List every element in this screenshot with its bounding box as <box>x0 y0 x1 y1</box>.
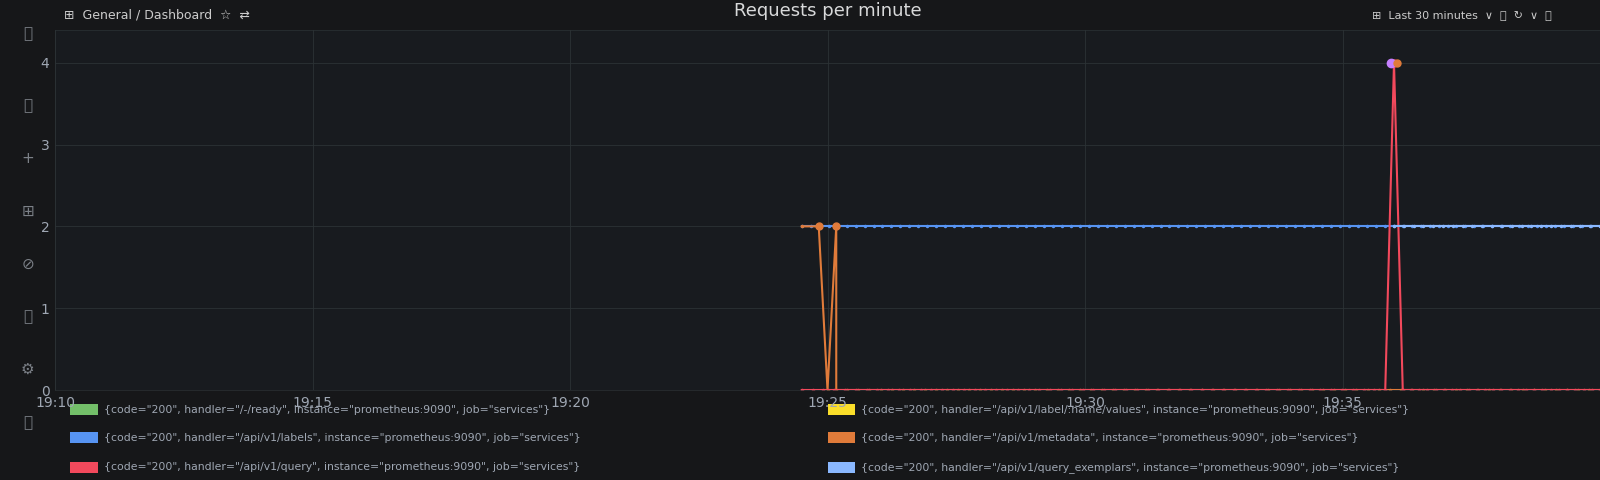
Text: {code="200", handler="/api/v1/query_exemplars", instance="prometheus:9090", job=: {code="200", handler="/api/v1/query_exem… <box>861 462 1400 473</box>
Text: ⊞  General / Dashboard  ☆  ⇄: ⊞ General / Dashboard ☆ ⇄ <box>64 9 250 22</box>
Text: 🔍: 🔍 <box>22 98 32 113</box>
Text: {code="200", handler="/api/v1/metadata", instance="prometheus:9090", job="servic: {code="200", handler="/api/v1/metadata",… <box>861 432 1358 443</box>
Text: ⊞: ⊞ <box>21 204 34 219</box>
Text: +: + <box>21 151 34 166</box>
Text: ⊞  Last 30 minutes  ∨  🔍  ↻  ∨  📤: ⊞ Last 30 minutes ∨ 🔍 ↻ ∨ 📤 <box>1373 10 1552 20</box>
Text: {code="200", handler="/api/v1/label/:name/values", instance="prometheus:9090", j: {code="200", handler="/api/v1/label/:nam… <box>861 405 1410 415</box>
Text: {code="200", handler="/-/ready", instance="prometheus:9090", job="services"}: {code="200", handler="/-/ready", instanc… <box>104 405 550 415</box>
FancyBboxPatch shape <box>70 404 98 415</box>
FancyBboxPatch shape <box>70 462 98 473</box>
Text: {code="200", handler="/api/v1/query", instance="prometheus:9090", job="services": {code="200", handler="/api/v1/query", in… <box>104 462 581 472</box>
FancyBboxPatch shape <box>70 432 98 443</box>
FancyBboxPatch shape <box>827 404 856 415</box>
Title: Requests per minute: Requests per minute <box>734 2 922 20</box>
Text: 🔥: 🔥 <box>22 26 32 41</box>
Text: {code="200", handler="/api/v1/labels", instance="prometheus:9090", job="services: {code="200", handler="/api/v1/labels", i… <box>104 432 581 443</box>
Text: 🔔: 🔔 <box>22 309 32 324</box>
Text: ⊘: ⊘ <box>21 256 34 272</box>
Text: 🛡: 🛡 <box>22 415 32 430</box>
FancyBboxPatch shape <box>827 432 856 443</box>
Text: ⚙: ⚙ <box>21 362 34 377</box>
FancyBboxPatch shape <box>827 462 856 473</box>
